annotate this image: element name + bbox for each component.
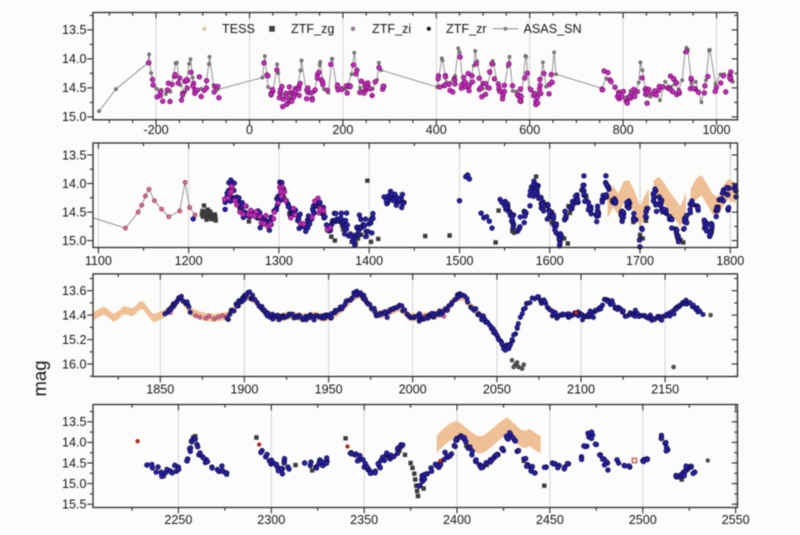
svg-text:14.0: 14.0 [62, 177, 87, 191]
svg-text:2550: 2550 [722, 513, 750, 527]
svg-text:13.6: 13.6 [62, 284, 87, 298]
svg-text:2450: 2450 [536, 513, 564, 527]
svg-text:800: 800 [613, 123, 634, 137]
svg-text:1950: 1950 [315, 383, 343, 397]
svg-text:ZTF_zi: ZTF_zi [372, 22, 411, 36]
svg-text:14.4: 14.4 [62, 308, 87, 322]
svg-text:TESS: TESS [222, 22, 255, 36]
svg-text:15.0: 15.0 [62, 110, 87, 124]
svg-text:14.5: 14.5 [62, 456, 87, 470]
svg-text:15.0: 15.0 [62, 234, 87, 248]
svg-text:mag: mag [29, 361, 50, 397]
svg-text:ZTF_zr: ZTF_zr [446, 22, 487, 36]
svg-text:1000: 1000 [702, 123, 730, 137]
svg-text:15.5: 15.5 [62, 498, 87, 512]
svg-text:15.0: 15.0 [62, 477, 87, 491]
svg-text:ASAS_SN: ASAS_SN [524, 22, 582, 36]
svg-text:1200: 1200 [175, 254, 203, 268]
svg-text:2500: 2500 [629, 513, 657, 527]
svg-text:2400: 2400 [443, 513, 471, 527]
svg-text:1100: 1100 [85, 254, 112, 268]
svg-text:ZTF_zg: ZTF_zg [291, 22, 334, 36]
svg-text:14.0: 14.0 [62, 52, 87, 66]
svg-text:600: 600 [519, 123, 540, 137]
svg-text:-200: -200 [143, 123, 168, 137]
svg-text:13.5: 13.5 [62, 415, 87, 429]
svg-text:200: 200 [332, 123, 353, 137]
svg-text:1900: 1900 [230, 383, 258, 397]
svg-text:2000: 2000 [399, 383, 427, 397]
svg-text:14.0: 14.0 [62, 436, 87, 450]
svg-text:1850: 1850 [146, 383, 174, 397]
svg-text:13.5: 13.5 [62, 148, 87, 162]
svg-text:2100: 2100 [567, 383, 595, 397]
svg-text:2350: 2350 [350, 513, 378, 527]
svg-text:2150: 2150 [651, 383, 679, 397]
svg-text:15.2: 15.2 [62, 333, 87, 347]
svg-text:14.5: 14.5 [62, 81, 87, 95]
svg-text:1300: 1300 [265, 254, 293, 268]
svg-text:1800: 1800 [716, 254, 744, 268]
svg-text:1700: 1700 [626, 254, 654, 268]
svg-text:400: 400 [426, 123, 447, 137]
svg-text:1600: 1600 [536, 254, 564, 268]
svg-text:1400: 1400 [355, 254, 383, 268]
svg-text:0: 0 [246, 123, 253, 137]
svg-text:2300: 2300 [257, 513, 285, 527]
svg-text:13.5: 13.5 [62, 23, 87, 37]
svg-text:2050: 2050 [483, 383, 511, 397]
svg-text:1500: 1500 [445, 254, 473, 268]
svg-text:2250: 2250 [164, 513, 192, 527]
svg-text:14.5: 14.5 [62, 205, 87, 219]
svg-text:16.0: 16.0 [62, 357, 87, 371]
